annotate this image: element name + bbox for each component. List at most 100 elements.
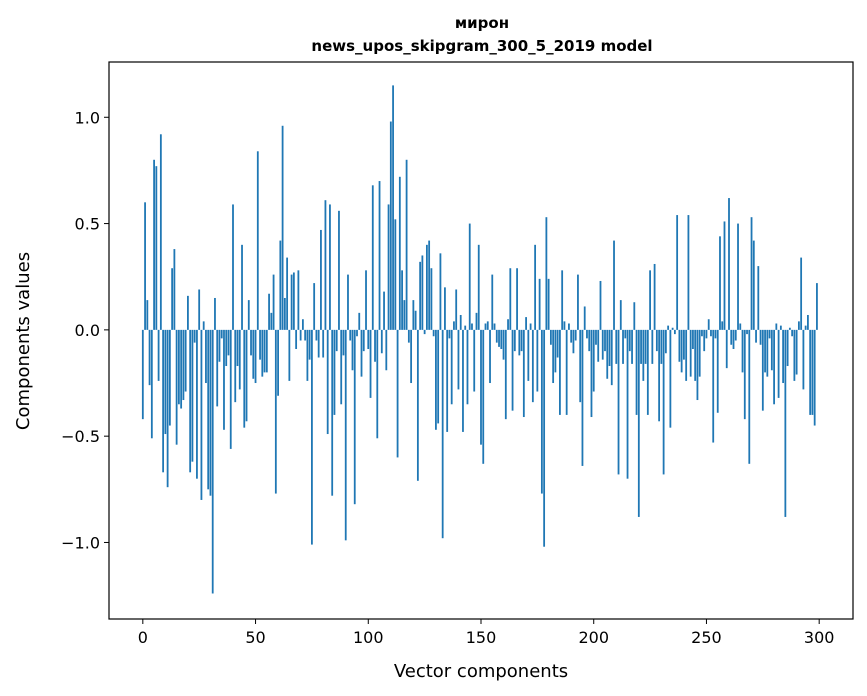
y-tick-label: −0.5 (61, 427, 100, 446)
bar-181 (549, 329, 552, 345)
bar-187 (563, 321, 566, 330)
bar-48 (250, 329, 252, 356)
bar-116 (403, 300, 406, 330)
bar-275 (761, 329, 764, 411)
bar-1 (144, 202, 146, 330)
bar-296 (809, 329, 812, 415)
bar-65 (288, 329, 291, 381)
bar-171 (527, 329, 530, 381)
bar-0 (141, 329, 144, 420)
bar-158 (498, 329, 500, 347)
bar-43 (238, 329, 241, 390)
bar-127 (428, 240, 431, 330)
bar-256 (719, 236, 721, 330)
x-tick-label: 300 (804, 628, 835, 647)
bar-3 (148, 329, 151, 386)
bar-272 (755, 329, 757, 343)
x-tick-label: 50 (245, 628, 265, 647)
bar-86 (335, 329, 338, 352)
bar-209 (613, 240, 615, 330)
bar-198 (588, 329, 591, 352)
bar-192 (574, 329, 577, 341)
bar-283 (779, 325, 782, 330)
bar-157 (495, 329, 498, 343)
bar-114 (398, 176, 401, 330)
bar-134 (444, 287, 446, 330)
bar-213 (622, 329, 624, 364)
bar-139 (455, 289, 458, 330)
bar-108 (385, 329, 388, 371)
bar-177 (540, 329, 543, 494)
bar-123 (419, 261, 422, 330)
bar-64 (286, 257, 289, 330)
x-axis-label: Vector components (394, 661, 568, 682)
bar-199 (590, 329, 593, 418)
bar-220 (637, 329, 640, 517)
bar-143 (464, 325, 467, 330)
bar-224 (646, 329, 649, 415)
bar-246 (696, 329, 699, 401)
bar-185 (559, 329, 561, 415)
bar-221 (640, 329, 642, 364)
bar-32 (214, 297, 216, 330)
bar-50 (254, 329, 257, 384)
bar-77 (315, 329, 318, 341)
bar-104 (376, 329, 379, 439)
bar-136 (448, 329, 451, 339)
bar-281 (775, 323, 778, 330)
bar-106 (380, 329, 383, 354)
bar-11 (166, 329, 169, 488)
bar-267 (743, 329, 746, 420)
bar-92 (349, 329, 352, 341)
bar-218 (633, 302, 636, 330)
bar-62 (281, 125, 284, 330)
bar-176 (538, 278, 541, 330)
bar-166 (516, 268, 518, 330)
bar-210 (615, 329, 618, 364)
y-axis-label: Components values (13, 252, 34, 430)
bar-200 (592, 329, 595, 392)
bar-98 (362, 329, 365, 352)
bar-135 (446, 329, 449, 432)
bar-111 (392, 85, 394, 330)
bar-232 (664, 329, 667, 354)
bar-26 (200, 329, 203, 500)
bar-173 (531, 329, 534, 403)
bar-197 (586, 329, 588, 339)
bar-215 (626, 329, 629, 479)
bar-78 (317, 329, 320, 358)
bar-161 (504, 329, 507, 420)
bar-67 (292, 272, 295, 330)
bar-280 (773, 329, 775, 405)
bar-53 (261, 329, 264, 377)
bar-265 (739, 323, 742, 330)
bar-204 (601, 329, 604, 360)
bar-154 (489, 329, 491, 384)
bar-51 (256, 151, 259, 330)
bar-269 (748, 329, 751, 464)
bar-46 (245, 329, 248, 422)
bar-208 (610, 329, 613, 386)
bar-258 (723, 221, 726, 330)
bar-165 (513, 329, 516, 352)
y-axis-ticks: −1.0 −0.5 0.0 0.5 1.0 (61, 108, 109, 552)
bar-174 (534, 244, 537, 330)
x-tick-label: 0 (138, 628, 148, 647)
bar-148 (475, 312, 478, 330)
bar-162 (507, 319, 509, 330)
bar-206 (606, 329, 609, 379)
bar-266 (741, 329, 744, 373)
bar-34 (218, 329, 221, 362)
bar-243 (689, 329, 692, 377)
bar-152 (484, 323, 487, 330)
bar-80 (322, 329, 325, 358)
bar-225 (649, 270, 651, 330)
bar-25 (198, 289, 201, 330)
bar-147 (473, 329, 476, 392)
bar-214 (624, 329, 627, 339)
bar-155 (491, 274, 494, 330)
x-tick-label: 150 (466, 628, 497, 647)
bar-13 (171, 268, 174, 330)
bar-40 (232, 204, 234, 330)
